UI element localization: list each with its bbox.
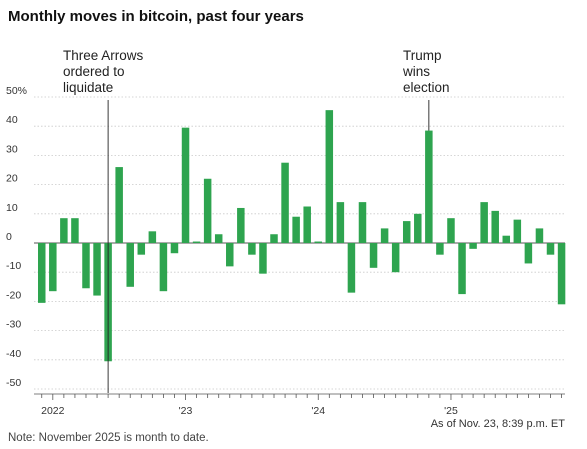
bar [270,234,278,243]
y-tick-label: -50 [6,377,21,389]
bar [237,207,245,243]
y-tick-label: -40 [6,348,21,360]
as-of-timestamp: As of Nov. 23, 8:39 p.m. ET [430,418,565,430]
bar [480,202,488,243]
bar [391,243,400,273]
bar [358,202,367,243]
bar [425,130,433,243]
y-tick-label: 10 [6,202,18,214]
bar [513,219,522,243]
x-tick-label: 2022 [41,405,65,417]
bar [248,243,256,255]
bar [115,167,123,243]
y-tick-label: 50% [6,85,27,97]
bar [491,210,499,243]
bar [38,243,46,303]
x-tick-label: '23 [179,405,193,417]
annotation-text: Three Arrows [63,48,144,63]
x-axis: 2022 '23 '24 '25 [34,393,565,417]
bar [347,243,356,293]
y-tick-label: 20 [6,173,18,185]
bar [557,243,566,305]
bar [226,243,234,267]
y-tick-label: -30 [6,319,21,331]
y-tick-label: -10 [6,260,21,272]
bars [38,110,566,362]
bar [336,202,345,243]
bar [369,243,378,268]
bar [49,243,57,292]
bar [414,213,422,243]
annotation-text: ordered to [63,64,125,79]
bar [402,221,411,243]
annotation-text: wins [402,64,430,79]
bar [148,231,157,243]
bar [214,234,223,243]
bar [82,243,90,289]
bar [259,243,267,274]
annotation-text: election [403,80,450,95]
bar [60,218,68,243]
y-tick-label: 0 [6,231,12,243]
bar [524,243,533,264]
bar [447,218,455,243]
bar [126,243,134,287]
bar [159,243,168,292]
footnote: Note: November 2025 is month to date. [8,432,209,444]
bar [380,228,389,243]
bar [203,178,212,243]
y-axis-labels: -50 -40 -30 -20 -10 0 10 20 30 40 50% [6,85,27,389]
bar [292,216,300,243]
bar [170,243,179,254]
annotation-text: liquidate [63,80,113,95]
x-tick-label: '24 [311,405,325,417]
bar [93,243,101,296]
bar [436,243,444,255]
bar [281,162,289,243]
chart-title: Monthly moves in bitcoin, past four year… [8,8,304,25]
bar [469,243,477,249]
bar [546,243,555,255]
bar [137,243,146,255]
bar [325,110,334,243]
bar [502,235,511,243]
annotation-text: Trump [403,48,442,63]
bar [458,243,466,295]
bar [303,206,311,243]
y-tick-label: 40 [6,114,18,126]
bar [181,127,190,243]
y-tick-label: -20 [6,289,21,301]
bar [192,241,201,243]
bar [314,241,322,243]
bar [535,228,544,243]
y-tick-label: 30 [6,143,18,155]
x-tick-label: '25 [444,405,458,417]
bar [71,218,79,243]
